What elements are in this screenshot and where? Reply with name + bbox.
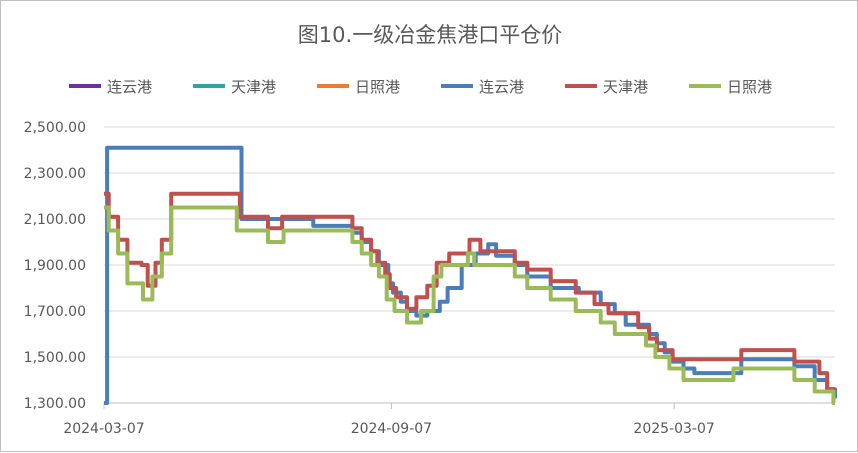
legend-label-5: 日照港 bbox=[727, 77, 773, 96]
legend-swatch-1 bbox=[193, 84, 225, 88]
legend-swatch-5 bbox=[689, 84, 721, 88]
series-lines bbox=[104, 145, 837, 405]
legend-label-1: 天津港 bbox=[231, 77, 277, 96]
y-tick-label: 1,300.00 bbox=[24, 396, 86, 412]
legend-item-4: 天津港 bbox=[565, 75, 648, 97]
legend-item-5: 日照港 bbox=[689, 75, 772, 97]
y-tick-label: 2,300.00 bbox=[24, 166, 86, 182]
y-tick-label: 1,900.00 bbox=[24, 258, 86, 274]
chart-legend: 连云港 天津港 日照港 连云港 天津港 日照港 bbox=[69, 75, 809, 97]
legend-swatch-4 bbox=[565, 84, 597, 88]
series-line-3 bbox=[104, 145, 837, 405]
y-tick-label: 2,500.00 bbox=[24, 120, 86, 136]
chart-title: 图10.一级冶金焦港口平仓价 bbox=[297, 23, 563, 47]
legend-swatch-3 bbox=[441, 84, 473, 88]
legend-label-2: 日照港 bbox=[355, 77, 401, 96]
x-tick-label: 2024-09-07 bbox=[351, 421, 432, 437]
y-tick-label: 2,100.00 bbox=[24, 212, 86, 228]
y-tick-label: 1,500.00 bbox=[24, 350, 86, 366]
x-axis: 2024-03-07 2024-09-07 2025-03-07 bbox=[63, 402, 835, 437]
x-tick-label: 2024-03-07 bbox=[63, 421, 144, 437]
series-line-4 bbox=[104, 191, 835, 392]
legend-item-3: 连云港 bbox=[441, 75, 524, 97]
legend-item-0: 连云港 bbox=[69, 75, 152, 97]
series-line-5 bbox=[104, 205, 836, 405]
legend-swatch-2 bbox=[317, 84, 349, 88]
x-tick-label: 2025-03-07 bbox=[633, 421, 714, 437]
legend-item-2: 日照港 bbox=[317, 75, 400, 97]
legend-swatch-0 bbox=[69, 84, 101, 88]
legend-label-0: 连云港 bbox=[107, 77, 153, 96]
y-axis-ticks: 2,500.00 2,300.00 2,100.00 1,900.00 1,700.00… bbox=[24, 120, 86, 412]
legend-item-1: 天津港 bbox=[193, 75, 276, 97]
legend-label-4: 天津港 bbox=[603, 77, 649, 96]
y-tick-label: 1,700.00 bbox=[24, 304, 86, 320]
legend-label-3: 连云港 bbox=[479, 77, 525, 96]
